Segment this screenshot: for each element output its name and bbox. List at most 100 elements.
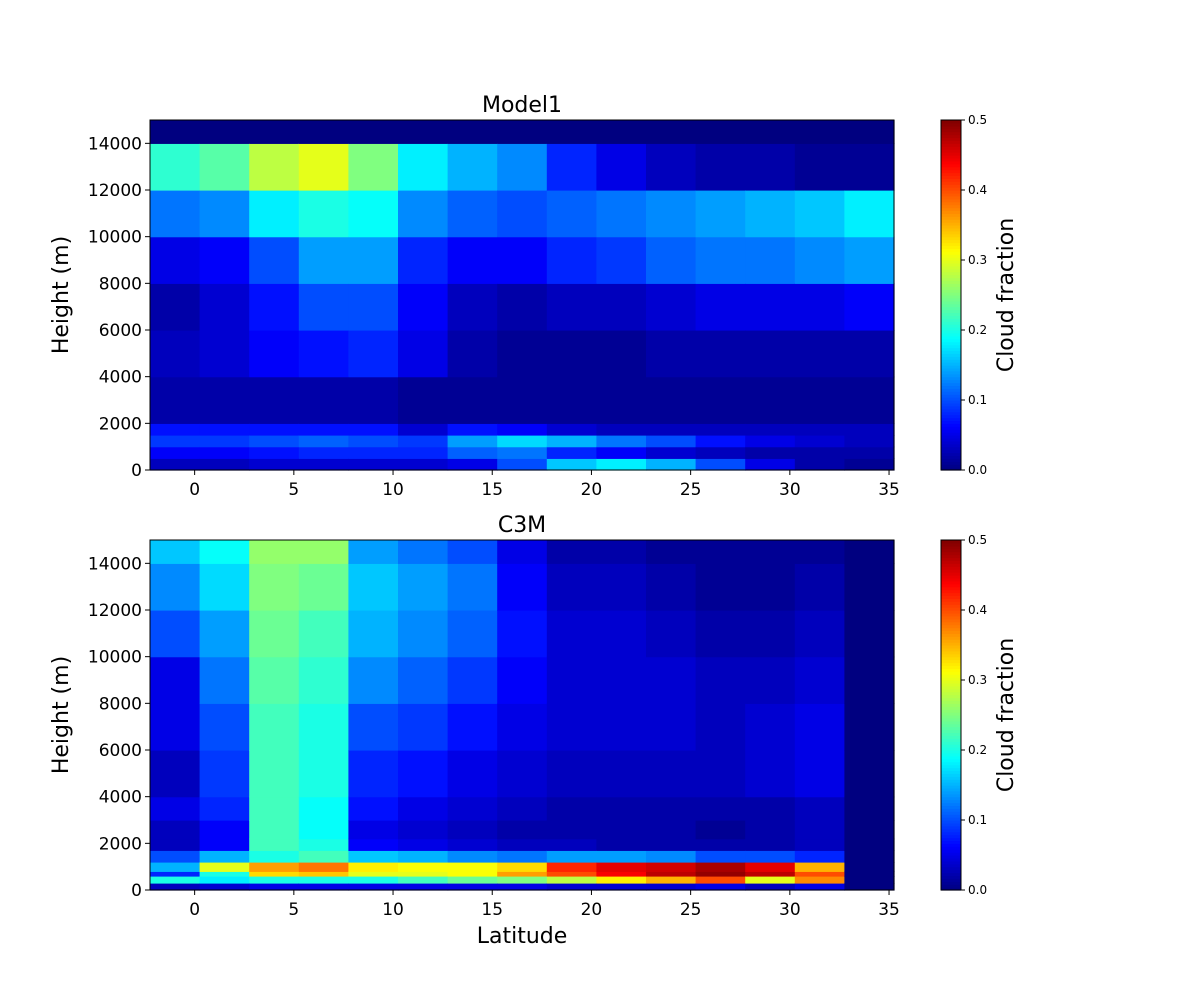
heatmap-cell xyxy=(794,862,845,872)
heatmap-cell xyxy=(596,883,647,891)
colorbar-segment xyxy=(941,796,961,801)
heatmap-cell xyxy=(546,871,597,877)
colorbar-segment xyxy=(941,181,961,185)
colorbar-segment xyxy=(941,335,961,340)
colorbar-segment xyxy=(941,146,961,150)
heatmap-cell xyxy=(348,850,399,863)
colorbar-tick-label: 0.0 xyxy=(968,883,987,897)
colorbar-segment xyxy=(941,464,961,468)
heatmap-cell xyxy=(794,423,845,436)
heatmap-cell xyxy=(596,876,647,884)
heatmap-cell xyxy=(844,862,895,872)
heatmap-cell xyxy=(199,656,250,704)
panel-title: Model1 xyxy=(482,93,562,118)
heatmap-cell xyxy=(794,435,845,448)
heatmap-cell xyxy=(348,796,399,821)
heatmap-cell xyxy=(249,120,300,144)
heatmap-cell xyxy=(447,656,498,704)
colorbar-segment xyxy=(941,630,961,634)
heatmap-cell xyxy=(447,871,498,877)
colorbar-segment xyxy=(941,671,961,675)
heatmap-cell xyxy=(497,435,548,448)
heatmap-cell xyxy=(150,435,201,448)
heatmap-cell xyxy=(794,563,845,611)
colorbar-segment xyxy=(941,618,961,623)
colorbar-segment xyxy=(941,292,961,296)
colorbar-segment xyxy=(941,639,961,643)
heatmap-cell xyxy=(844,796,895,821)
heatmap-cell xyxy=(150,656,201,704)
y-axis-label: Height (m) xyxy=(49,656,74,774)
heatmap-cell xyxy=(348,820,399,840)
colorbar-segment xyxy=(941,592,961,597)
heatmap-cell xyxy=(745,236,796,284)
heatmap-cell xyxy=(596,703,647,751)
heatmap-cell xyxy=(745,883,796,891)
heatmap-cell xyxy=(249,435,300,448)
colorbar-segment xyxy=(941,764,961,769)
heatmap-cell xyxy=(745,838,796,851)
heatmap-cell xyxy=(844,236,895,284)
colorbar-segment xyxy=(941,723,961,728)
heatmap-cell xyxy=(745,796,796,821)
colorbar-segment xyxy=(941,828,961,833)
heatmap-cell xyxy=(199,703,250,751)
colorbar-segment xyxy=(941,303,961,308)
colorbar-segment xyxy=(941,615,961,620)
colorbar-segment xyxy=(941,321,961,325)
heatmap-cell xyxy=(695,703,746,751)
heatmap-cell xyxy=(794,883,845,891)
heatmap-cell xyxy=(150,883,201,891)
heatmap-cell xyxy=(497,330,548,378)
heatmap-cell xyxy=(298,283,349,331)
colorbar-segment xyxy=(941,855,961,859)
colorbar-segment xyxy=(941,227,961,232)
colorbar-segment xyxy=(941,449,961,454)
colorbar-label: Cloud fraction xyxy=(994,638,1019,792)
colorbar-segment xyxy=(941,563,961,567)
heatmap-cell xyxy=(646,838,697,851)
heatmap-cell xyxy=(150,750,201,798)
heatmap-cell xyxy=(298,838,349,851)
heatmap-cell xyxy=(695,330,746,378)
heatmap-cell xyxy=(447,190,498,238)
heatmap-cell xyxy=(199,750,250,798)
heatmap-cell xyxy=(546,283,597,331)
heatmap-cell xyxy=(596,563,647,611)
heatmap-cell xyxy=(745,120,796,144)
heatmap-cell xyxy=(546,446,597,459)
heatmap-cell xyxy=(298,750,349,798)
colorbar-segment xyxy=(941,379,961,384)
heatmap-cell xyxy=(794,796,845,821)
colorbar-segment xyxy=(941,612,961,617)
heatmap-cell xyxy=(596,120,647,144)
heatmap-cell xyxy=(646,796,697,821)
colorbar-segment xyxy=(941,653,961,658)
heatmap-cell xyxy=(249,796,300,821)
heatmap-cell xyxy=(398,190,449,238)
heatmap-cell xyxy=(497,236,548,284)
colorbar-segment xyxy=(941,295,961,299)
heatmap-cell xyxy=(695,143,746,191)
heatmap-cell xyxy=(199,838,250,851)
heatmap-cell xyxy=(447,236,498,284)
heatmap-cell xyxy=(348,838,399,851)
heatmap-cell xyxy=(348,703,399,751)
heatmap-cell xyxy=(546,376,597,424)
colorbar-segment xyxy=(941,435,961,439)
heatmap-cell xyxy=(398,120,449,144)
heatmap-cell xyxy=(249,876,300,884)
heatmap-cell xyxy=(546,820,597,840)
heatmap-cell xyxy=(398,796,449,821)
heatmap-cell xyxy=(249,820,300,840)
heatmap-cell xyxy=(150,563,201,611)
heatmap-cell xyxy=(398,610,449,658)
heatmap-cell xyxy=(596,540,647,564)
heatmap-cell xyxy=(596,850,647,863)
colorbar-segment xyxy=(941,837,961,842)
x-tick-label: 5 xyxy=(288,480,299,500)
heatmap-cell xyxy=(596,796,647,821)
heatmap-cell xyxy=(695,883,746,891)
heatmap-cell xyxy=(596,376,647,424)
heatmap-cell xyxy=(150,190,201,238)
